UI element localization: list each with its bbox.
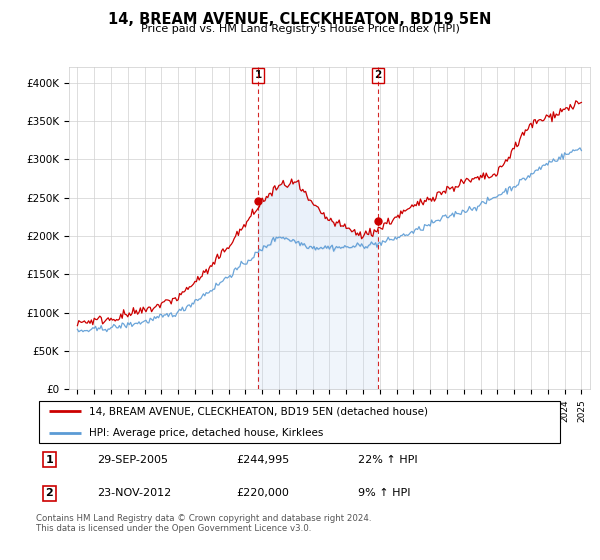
Text: HPI: Average price, detached house, Kirklees: HPI: Average price, detached house, Kirk… (89, 428, 323, 438)
Text: Contains HM Land Registry data © Crown copyright and database right 2024.
This d: Contains HM Land Registry data © Crown c… (36, 514, 371, 534)
Text: 1: 1 (46, 455, 53, 465)
Text: 14, BREAM AVENUE, CLECKHEATON, BD19 5EN (detached house): 14, BREAM AVENUE, CLECKHEATON, BD19 5EN … (89, 406, 428, 416)
FancyBboxPatch shape (38, 401, 560, 443)
Text: 2: 2 (46, 488, 53, 498)
Text: 14, BREAM AVENUE, CLECKHEATON, BD19 5EN: 14, BREAM AVENUE, CLECKHEATON, BD19 5EN (109, 12, 491, 27)
Text: Price paid vs. HM Land Registry's House Price Index (HPI): Price paid vs. HM Land Registry's House … (140, 24, 460, 34)
Text: 22% ↑ HPI: 22% ↑ HPI (358, 455, 418, 465)
Text: 2: 2 (374, 71, 382, 81)
Text: 29-SEP-2005: 29-SEP-2005 (97, 455, 168, 465)
Text: 23-NOV-2012: 23-NOV-2012 (97, 488, 171, 498)
Text: 9% ↑ HPI: 9% ↑ HPI (358, 488, 410, 498)
Text: £244,995: £244,995 (236, 455, 290, 465)
Text: £220,000: £220,000 (236, 488, 290, 498)
Text: 1: 1 (254, 71, 262, 81)
